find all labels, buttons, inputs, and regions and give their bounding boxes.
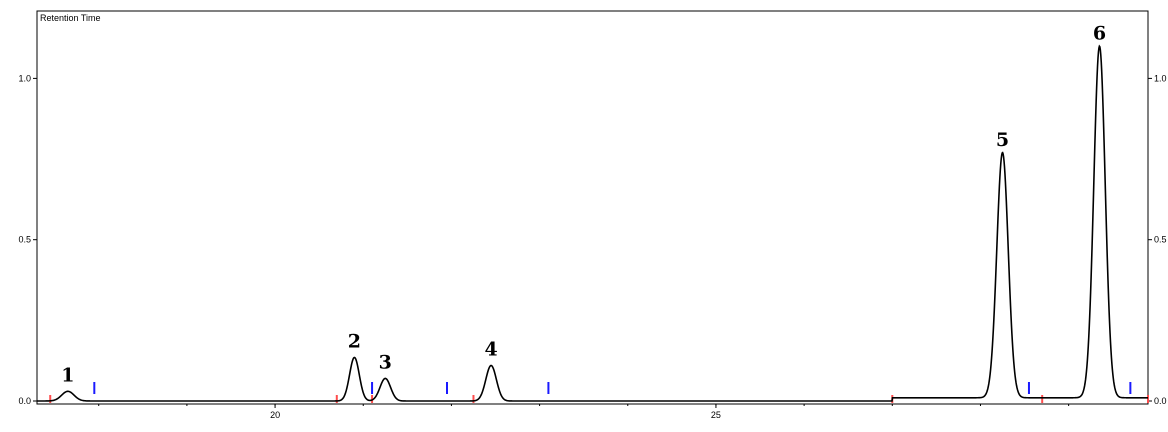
- axes: 20 250.00.51.00.00.51.0: [18, 73, 1166, 420]
- peak-label-2: 2: [348, 330, 361, 352]
- x-tick-label-20: 20: [270, 410, 280, 420]
- peak-label-5: 5: [996, 129, 1009, 151]
- y-tick-label-right-1.0: 1.0: [1154, 73, 1167, 83]
- peak-label-4: 4: [484, 339, 497, 361]
- y-tick-label-right-0.5: 0.5: [1154, 235, 1167, 245]
- peak-label-6: 6: [1093, 22, 1106, 44]
- chart-title: Retention Time: [40, 13, 101, 23]
- chromatogram-trace: [37, 44, 1148, 402]
- peak-label-3: 3: [379, 351, 392, 373]
- peak-label-1: 1: [61, 364, 74, 386]
- plot-frame: [36, 10, 1149, 405]
- integration-marks: [49, 382, 1149, 403]
- y-tick-label-right-0.0: 0.0: [1154, 396, 1167, 406]
- y-tick-label-left-1.0: 1.0: [18, 73, 31, 83]
- y-tick-label-left-0.5: 0.5: [18, 235, 31, 245]
- y-tick-label-left-0.0: 0.0: [18, 396, 31, 406]
- x-tick-label-25: 25: [711, 410, 721, 420]
